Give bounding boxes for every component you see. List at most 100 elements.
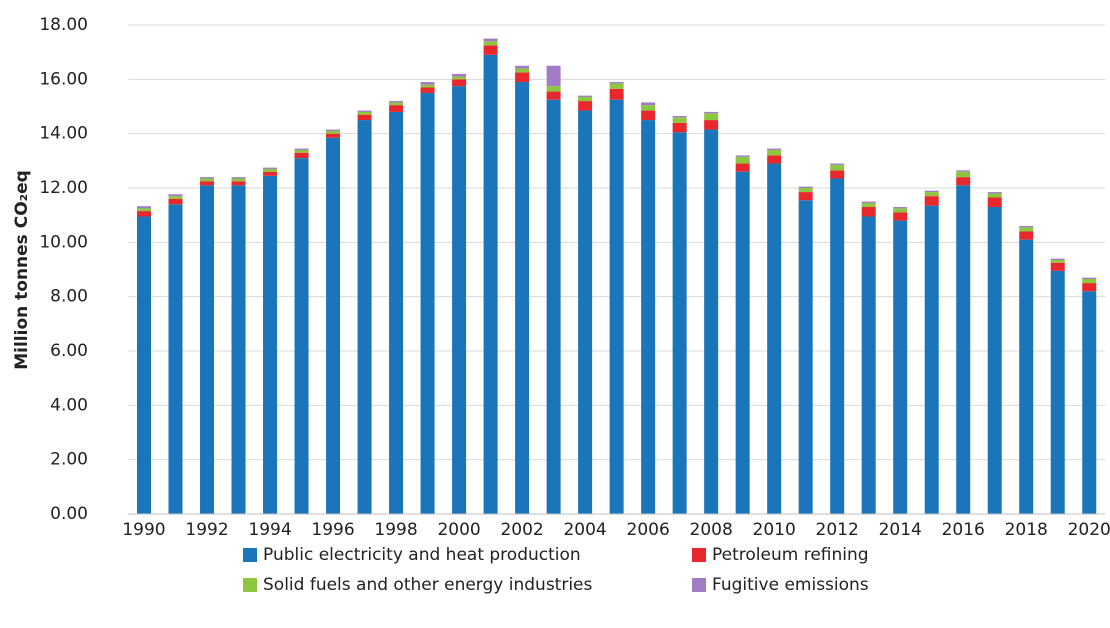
bar-segment — [956, 185, 971, 515]
bar-segment — [420, 92, 435, 515]
bar-segment — [609, 82, 624, 84]
bar-segment — [893, 220, 908, 514]
y-axis-title: Million tonnes CO₂eq — [12, 170, 32, 370]
bar-segment — [578, 95, 593, 97]
bar-segment — [326, 133, 341, 138]
bar-segment — [704, 129, 719, 514]
x-tick-label: 1994 — [248, 520, 291, 540]
bar-segment — [861, 201, 876, 203]
bar-segment — [326, 129, 341, 131]
bar-segment — [672, 117, 687, 123]
bar-segment — [1019, 231, 1034, 240]
bar-segment — [924, 205, 939, 515]
bar-segment — [515, 68, 530, 73]
bar-segment — [357, 111, 372, 115]
x-tick-label: 1990 — [122, 520, 165, 540]
bar-segment — [389, 102, 404, 106]
bar-segment — [861, 207, 876, 217]
bar-segment — [956, 170, 971, 172]
bar-segment — [263, 171, 278, 176]
x-tick-label: 2010 — [753, 520, 796, 540]
bar-segment — [326, 130, 341, 134]
x-tick-label: 2006 — [627, 520, 670, 540]
bar-segment — [798, 192, 813, 201]
bar-segment — [546, 86, 561, 92]
bar-segment — [956, 177, 971, 186]
bar-segment — [893, 208, 908, 213]
bar-segment — [294, 148, 309, 150]
bar-segment — [987, 193, 1002, 198]
bar-segment — [546, 99, 561, 514]
bar-segment — [231, 185, 246, 515]
bar-segment — [515, 72, 530, 83]
bar-segment — [924, 192, 939, 197]
bar-segment — [546, 91, 561, 100]
x-tick-label: 2000 — [437, 520, 480, 540]
bar-segment — [200, 185, 215, 515]
bar-segment — [137, 206, 152, 209]
bar-segment — [1082, 279, 1097, 284]
x-tick-label: 2018 — [1005, 520, 1048, 540]
bar-segment — [830, 178, 845, 514]
bar-segment — [200, 178, 215, 182]
bar-segment — [893, 207, 908, 209]
bar-segment — [735, 156, 750, 164]
x-tick-label: 2012 — [816, 520, 859, 540]
bar-segment — [200, 181, 215, 186]
bar-segment — [830, 164, 845, 171]
bar-segment — [168, 196, 183, 199]
legend-swatch — [692, 578, 706, 592]
legend-label: Fugitive emissions — [712, 575, 869, 595]
bar-segment — [294, 158, 309, 514]
bar-segment — [1050, 270, 1065, 514]
bar-segment — [735, 155, 750, 157]
bar-segment — [294, 149, 309, 153]
bar-segment — [168, 198, 183, 205]
y-tick-label: 18.00 — [39, 15, 88, 35]
bar-segment — [893, 212, 908, 221]
bar-segment — [1019, 239, 1034, 514]
legend-swatch — [243, 548, 257, 562]
y-tick-label: 10.00 — [39, 232, 88, 252]
bar-segment — [672, 122, 687, 133]
bar-segment — [483, 41, 498, 46]
y-tick-label: 6.00 — [50, 341, 88, 361]
legend-label: Solid fuels and other energy industries — [263, 575, 593, 595]
y-tick-label: 0.00 — [50, 504, 88, 524]
bar-segment — [1050, 258, 1065, 260]
bar-segment — [1082, 291, 1097, 514]
bar-segment — [609, 99, 624, 514]
x-tick-label: 2002 — [500, 520, 543, 540]
bar-segment — [1082, 283, 1097, 292]
bar-segment — [578, 96, 593, 102]
bar-segment — [767, 148, 782, 150]
bar-segment — [357, 110, 372, 112]
bar-segment — [137, 216, 152, 514]
bar-segment — [578, 110, 593, 514]
bar-segment — [1050, 262, 1065, 271]
bar-segment — [798, 186, 813, 188]
bar-segment — [578, 101, 593, 111]
y-tick-label: 8.00 — [50, 287, 88, 307]
bar-segment — [263, 168, 278, 172]
y-tick-label: 4.00 — [50, 395, 88, 415]
x-tick-label: 2014 — [879, 520, 922, 540]
bar-segment — [420, 87, 435, 93]
bar-segment — [767, 155, 782, 164]
bar-segment — [672, 116, 687, 118]
bar-segment — [1019, 226, 1034, 228]
bar-segment — [798, 188, 813, 193]
x-tick-label: 1998 — [374, 520, 417, 540]
bar-segment — [767, 163, 782, 515]
bar-segment — [452, 76, 467, 80]
bar-segment — [672, 132, 687, 514]
x-tick-label: 2020 — [1068, 520, 1110, 540]
legend-swatch — [692, 548, 706, 562]
bar-segment — [231, 178, 246, 182]
bar-segment — [987, 197, 1002, 208]
bar-segment — [704, 120, 719, 130]
bar-segment — [704, 111, 719, 114]
bar-segment — [420, 82, 435, 85]
y-tick-label: 12.00 — [39, 178, 88, 198]
bar-segment — [861, 216, 876, 514]
